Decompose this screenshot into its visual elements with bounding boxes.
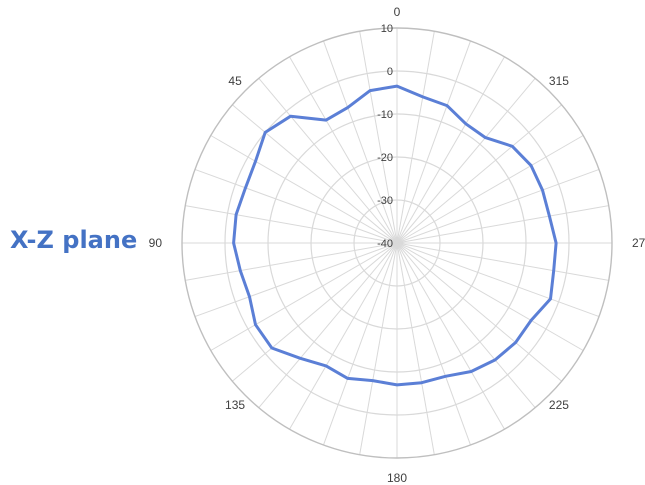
angle-label-270: 270 [632, 236, 645, 250]
polar-grid [181, 27, 613, 459]
radial-tick-label: 0 [387, 66, 393, 78]
spoke-330 [396, 56, 505, 244]
spoke-160 [322, 242, 398, 446]
spoke-260 [396, 242, 609, 281]
spoke-220 [396, 242, 536, 409]
spoke-200 [396, 242, 472, 446]
angle-label-225: 225 [549, 398, 569, 412]
spoke-70 [194, 168, 398, 244]
angle-label-315: 315 [549, 74, 569, 88]
spoke-100 [185, 242, 398, 281]
angle-label-135: 135 [225, 398, 245, 412]
angle-label-0: 0 [394, 5, 401, 19]
ring-3 [310, 156, 484, 330]
radiation-pattern-line [232, 84, 558, 387]
axis-labels: 100-10-20-30-4004590135180225270315 [149, 5, 645, 485]
spoke-120 [210, 242, 398, 351]
series-layer [232, 84, 558, 387]
spoke-250 [396, 242, 600, 318]
spoke-140 [258, 242, 398, 409]
spoke-10 [359, 31, 398, 244]
plane-label: X-Z plane [10, 226, 138, 254]
spoke-40 [258, 77, 398, 244]
angle-label-180: 180 [387, 471, 407, 485]
spoke-280 [396, 205, 609, 244]
ring-1 [224, 70, 570, 416]
spoke-190 [396, 242, 435, 455]
angle-label-90: 90 [149, 236, 163, 250]
spoke-60 [210, 135, 398, 244]
radial-tick-label: -30 [377, 195, 393, 207]
spoke-290 [396, 168, 600, 244]
radial-tick-label: -20 [377, 152, 393, 164]
spoke-210 [396, 242, 505, 430]
spoke-110 [194, 242, 398, 318]
spoke-340 [396, 40, 472, 244]
spoke-350 [396, 31, 435, 244]
spoke-20 [322, 40, 398, 244]
ring-2 [267, 113, 527, 373]
ring-4 [353, 199, 441, 287]
spoke-240 [396, 242, 584, 351]
spoke-50 [231, 104, 398, 244]
angle-label-45: 45 [228, 74, 242, 88]
radial-tick-label: 10 [381, 23, 393, 35]
spoke-320 [396, 77, 536, 244]
ring-0 [181, 27, 613, 459]
spoke-80 [185, 205, 398, 244]
spoke-130 [231, 242, 398, 382]
radial-tick-label: -40 [377, 238, 393, 250]
spoke-310 [396, 104, 563, 244]
spoke-230 [396, 242, 563, 382]
spoke-170 [359, 242, 398, 455]
radial-tick-label: -10 [377, 109, 393, 121]
spoke-300 [396, 135, 584, 244]
spoke-30 [289, 56, 398, 244]
spoke-150 [289, 242, 398, 430]
